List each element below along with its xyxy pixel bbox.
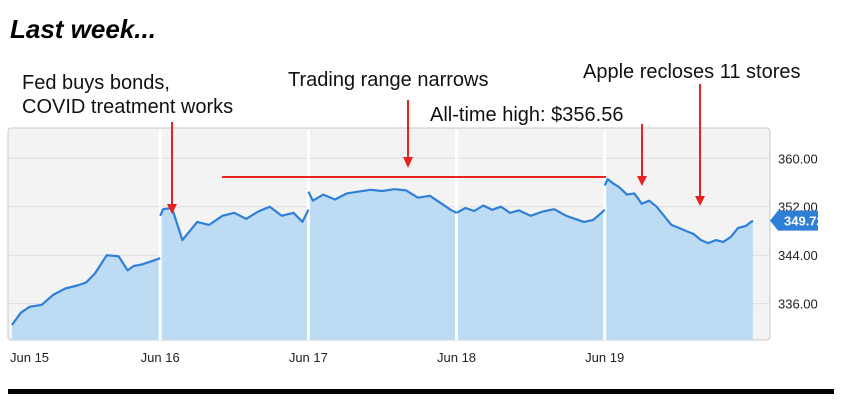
area-fills (12, 179, 753, 340)
x-tick-label: Jun 15 (10, 350, 49, 365)
arrow-apple-head (695, 196, 705, 206)
x-tick-label: Jun 19 (585, 350, 624, 365)
annotation-fed-line2: COVID treatment works (22, 96, 234, 118)
line-session-4 (455, 204, 606, 223)
area-session-1 (12, 255, 161, 340)
line-session-1 (11, 254, 161, 326)
arrow-fed-head (167, 204, 177, 214)
line-session-3 (307, 188, 457, 214)
y-tick-label: 360.00 (778, 151, 818, 166)
y-tick-label: 344.00 (778, 248, 818, 263)
x-tick-label: Jun 17 (289, 350, 328, 365)
x-tick-label: Jun 16 (141, 350, 180, 365)
annotation-marks (167, 84, 705, 214)
area-session-3 (308, 189, 457, 340)
arrow-ath-head (637, 176, 647, 186)
headline: Last week... (10, 14, 156, 44)
line-session-2 (159, 205, 310, 242)
annotation-all-time-high: All-time high: $356.56 (430, 104, 624, 126)
price-lines (11, 178, 754, 326)
badge-shape (770, 210, 818, 231)
x-tick-label: Jun 18 (437, 350, 476, 365)
bottom-rule (8, 389, 834, 394)
y-tick-label: 336.00 (778, 297, 818, 312)
line-session-5 (603, 178, 754, 245)
current-price-badge: 349.72 (770, 210, 824, 231)
annotation-fed: Fed buys bonds, COVID treatment works (22, 71, 233, 119)
arrow-range-head (403, 157, 413, 168)
session-separators (158, 130, 607, 340)
area-session-2 (160, 206, 309, 340)
x-axis-ticks: Jun 15 Jun 16 Jun 17 Jun 18 Jun 19 (10, 350, 624, 365)
annotation-apple: Apple recloses 11 stores (583, 61, 801, 83)
badge-label: 349.72 (784, 214, 824, 229)
annotation-range: Trading range narrows (288, 69, 489, 91)
area-session-5 (604, 179, 753, 340)
annotation-fed-line1: Fed buys bonds, (22, 72, 170, 94)
area-session-4 (456, 205, 605, 340)
